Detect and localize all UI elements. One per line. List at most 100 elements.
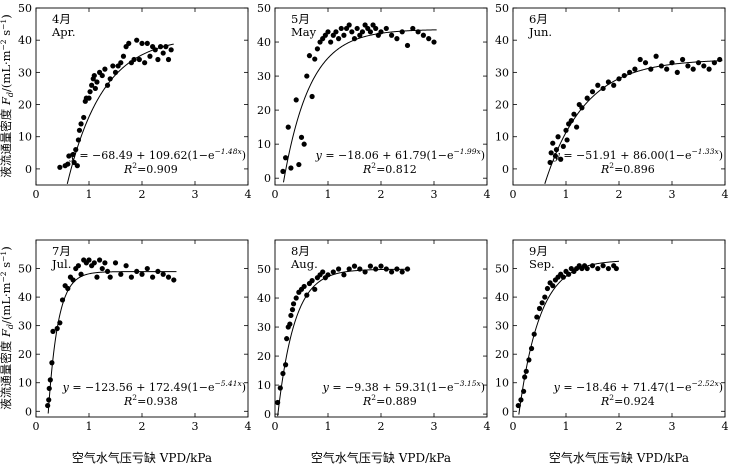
data-point [522, 374, 528, 380]
data-point [102, 260, 108, 266]
data-point [309, 278, 315, 284]
data-point [550, 140, 556, 146]
data-point [74, 163, 80, 169]
data-point [289, 307, 296, 313]
month-label: 7月 [52, 244, 71, 258]
x-tick-label: 1 [325, 420, 332, 433]
data-point [131, 56, 137, 63]
y-tick-label: 50 [495, 263, 509, 276]
data-point [404, 42, 411, 49]
data-point [616, 76, 622, 82]
data-point [120, 53, 127, 59]
x-tick-label: 4 [722, 420, 729, 433]
y-label-exponent: −1 [0, 251, 8, 262]
data-point [399, 269, 405, 275]
x-tick-label: 4 [484, 420, 491, 433]
data-point [46, 397, 52, 403]
x-tick-label: 2 [139, 420, 146, 433]
data-point [118, 271, 124, 277]
data-point [394, 36, 400, 42]
r-squared-sup: 2 [609, 161, 614, 170]
equation-y: y [553, 149, 561, 162]
data-point [102, 66, 108, 72]
fit-equation: y = −9.38 + 59.31(1−e−3.15x) [322, 379, 485, 394]
data-point [579, 105, 585, 111]
x-tick-label: 2 [616, 188, 623, 201]
data-point [711, 60, 718, 66]
y-tick-label: 50 [18, 263, 32, 276]
data-point [78, 271, 84, 277]
data-point [621, 72, 627, 79]
data-point [389, 32, 395, 38]
data-point [325, 272, 331, 278]
data-point [627, 69, 633, 75]
month-label: 6月 [529, 12, 548, 26]
data-point [293, 97, 299, 103]
x-tick-label: 3 [431, 420, 438, 433]
y-label-text: 液流通量密度 [0, 337, 13, 410]
fit-curve [544, 60, 723, 184]
x-tick-label: 1 [86, 420, 93, 433]
r-squared-value: =0.924 [614, 395, 655, 408]
data-point [325, 29, 331, 35]
equation-main: = −9.38 + 59.31(1−e [329, 381, 454, 394]
data-point [66, 153, 72, 159]
data-point [560, 274, 566, 280]
data-point [70, 151, 76, 158]
x-tick-label: 0 [510, 188, 517, 201]
data-point [139, 271, 145, 277]
data-point [126, 40, 132, 47]
y-tick-label: 30 [495, 320, 509, 333]
equation-close: ) [719, 381, 723, 394]
data-point [595, 265, 601, 272]
month-label-en: Sep. [529, 257, 555, 271]
data-point [568, 118, 574, 124]
y-tick-label: 0 [502, 405, 509, 418]
r-squared-value: =0.812 [376, 163, 417, 176]
data-point [290, 301, 297, 307]
x-tick-label: 0 [510, 420, 517, 433]
y-label-text: 液流通量密度 [0, 105, 13, 178]
data-point [389, 269, 395, 275]
data-point [104, 82, 111, 88]
data-point [312, 286, 318, 292]
data-point [637, 56, 643, 63]
y-tick-label: 30 [18, 320, 32, 333]
data-point [548, 150, 554, 156]
data-point [351, 36, 358, 42]
equation-y: y [69, 149, 77, 162]
data-point [89, 82, 95, 88]
data-point [50, 328, 56, 334]
data-point [362, 269, 368, 275]
data-point [336, 266, 342, 272]
data-point [515, 402, 521, 409]
data-point [54, 325, 60, 332]
data-point [277, 385, 283, 391]
data-point [611, 82, 617, 88]
data-point [521, 388, 527, 394]
data-point [306, 53, 313, 59]
x-tick-label: 2 [378, 420, 385, 433]
x-tick-label: 4 [245, 420, 252, 433]
data-point [415, 29, 421, 35]
data-point [160, 50, 166, 56]
data-point [685, 63, 691, 69]
y-tick-label: 10 [18, 131, 32, 144]
data-point [536, 305, 543, 312]
x-tick-label: 4 [245, 188, 252, 201]
r-squared-sup: 2 [132, 161, 137, 170]
data-point [160, 271, 166, 277]
data-point [589, 263, 596, 269]
data-point [107, 274, 113, 280]
data-point [314, 46, 320, 52]
data-point [378, 263, 384, 269]
r-squared: R2=0.889 [362, 393, 417, 408]
equation-main: = −51.91 + 86.00(1−e [560, 149, 692, 162]
month-label-en: Jul. [51, 257, 71, 271]
x-axis-label: 空气水气压亏缺 VPD/kPa [549, 450, 689, 465]
y-tick-label: 50 [18, 2, 32, 15]
y-tick-label: 20 [18, 348, 32, 361]
r-squared-sup: 2 [371, 393, 376, 402]
